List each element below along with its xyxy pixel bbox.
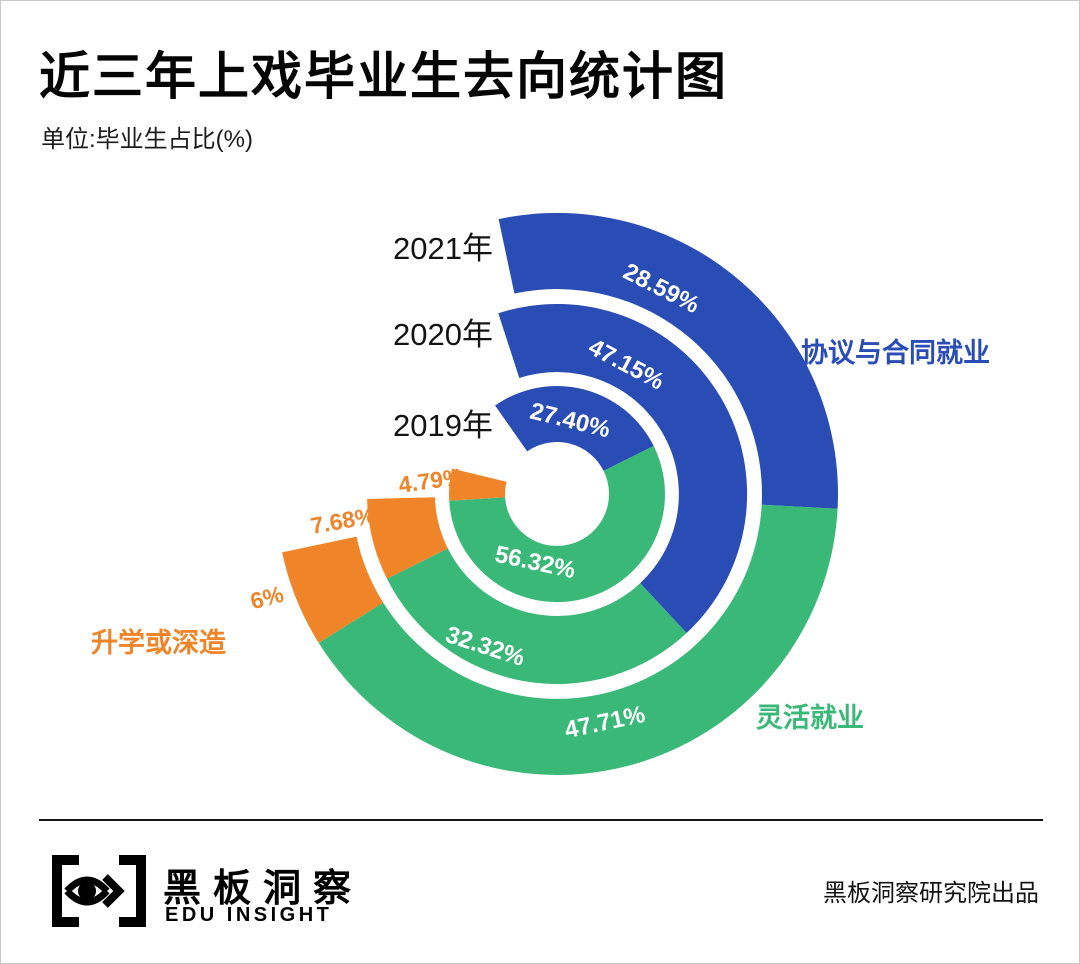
- ring-2020-flexible-employment: [387, 548, 687, 685]
- year-label-2021: 2021年: [393, 231, 493, 266]
- ring-2019-further-study: [448, 468, 507, 501]
- ring-2020-contract-employment: [498, 303, 748, 633]
- ring-2020-further-study: [367, 497, 448, 579]
- logo-eye-pupil: [78, 882, 96, 900]
- legend-flexible-employment: 灵活就业: [756, 703, 864, 733]
- brand-tagline: EDU INSIGHT: [165, 904, 333, 926]
- credit-text: 黑板洞察研究院出品: [823, 880, 1039, 907]
- logo-left-bracket: [52, 855, 79, 927]
- ring-2019-contract-employment: [495, 386, 654, 471]
- logo-right-bracket: [119, 855, 146, 927]
- year-label-2019: 2019年: [393, 408, 493, 443]
- ring-2021-further-study: [282, 536, 384, 643]
- legend-further-study: 升学或深造: [91, 628, 226, 658]
- footer-divider: [39, 819, 1043, 821]
- year-label-2020: 2020年: [393, 317, 493, 352]
- ring-2019-flexible-employment: [449, 446, 665, 603]
- unit-label: 单位:毕业生占比(%): [41, 126, 253, 153]
- page-title: 近三年上戏毕业生去向统计图: [39, 48, 729, 105]
- ring-2021-contract-employment: [498, 212, 838, 509]
- brand-name: 黑板洞察: [163, 868, 364, 910]
- legend-contract-employment: 协议与合同就业: [801, 338, 990, 368]
- ring-2021-flexible-employment: [318, 504, 838, 775]
- logo-eye-corner-chevron: [102, 874, 125, 908]
- logo-eye-lids: [64, 876, 110, 906]
- brand-logo-eye-icon: [52, 855, 146, 927]
